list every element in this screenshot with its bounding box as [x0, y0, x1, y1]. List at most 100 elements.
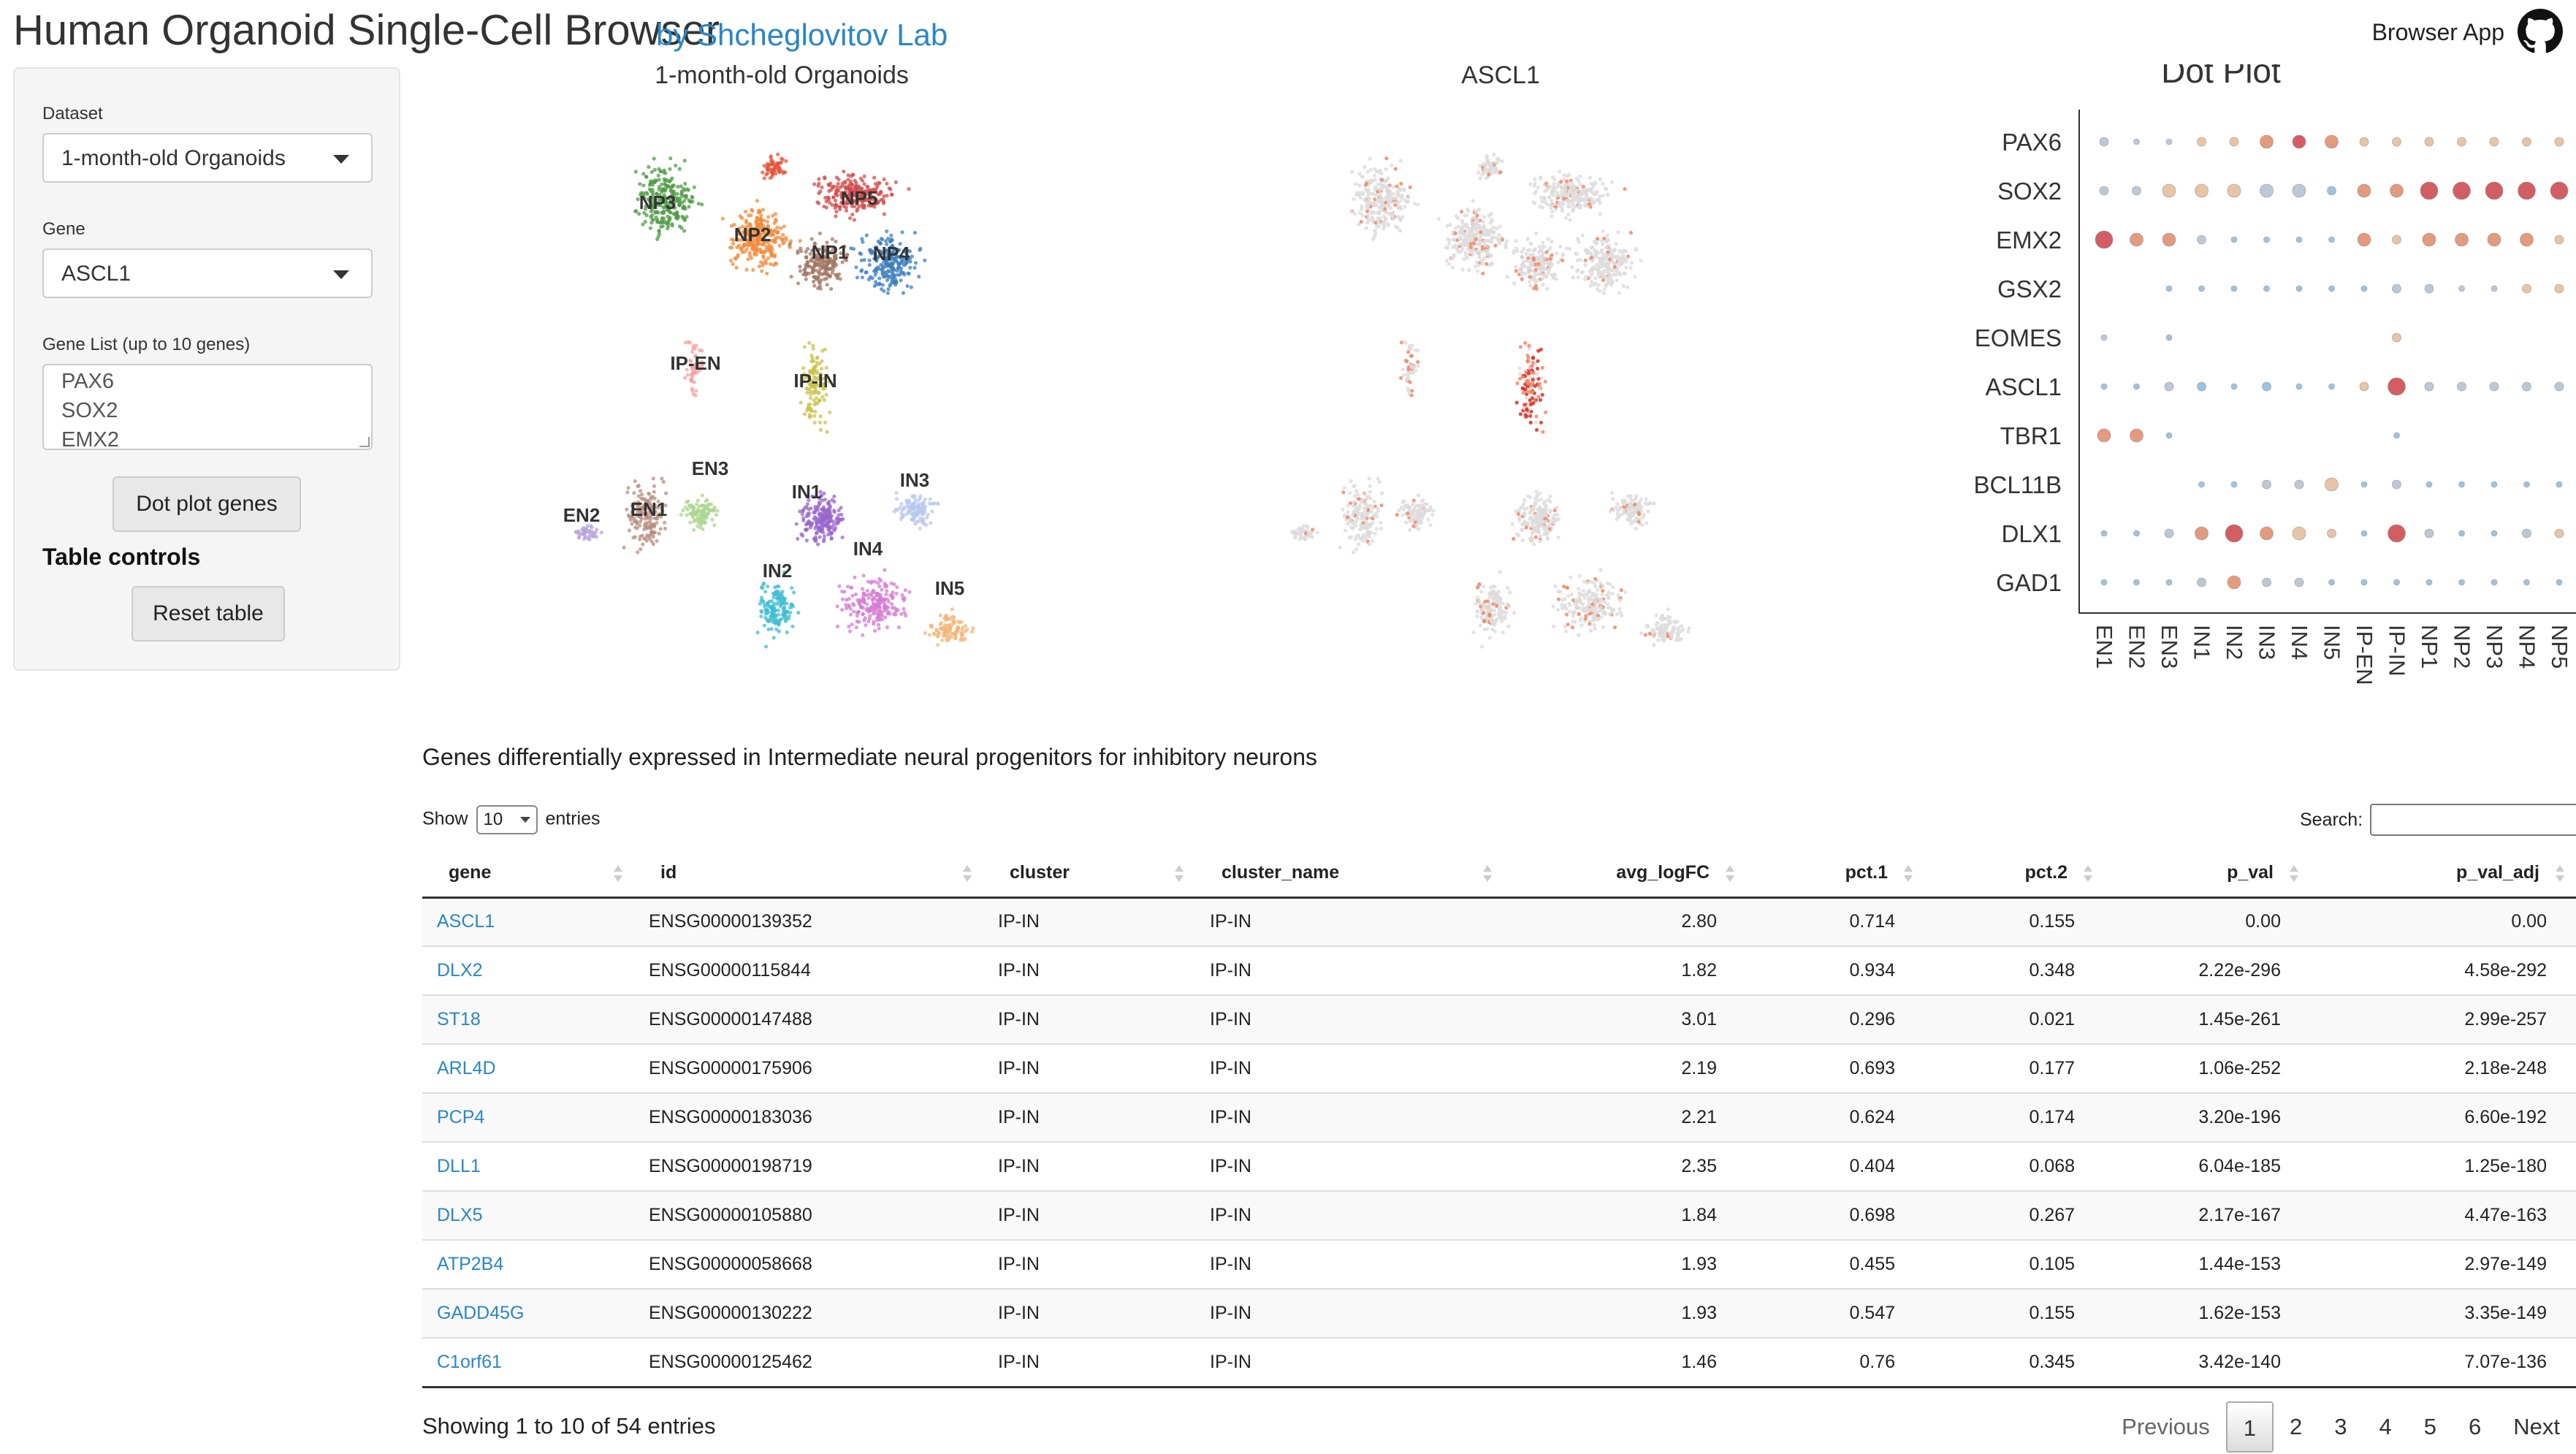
cell-point [1639, 631, 1643, 636]
dot-mark[interactable] [2357, 183, 2371, 198]
dot-mark[interactable] [2424, 137, 2434, 147]
github-icon[interactable] [2518, 9, 2563, 54]
cell-point [849, 585, 853, 590]
dot-mark[interactable] [2522, 137, 2531, 147]
cell-point [1468, 245, 1473, 249]
cell-point [658, 193, 662, 197]
dot-mark[interactable] [2292, 134, 2306, 149]
dot-mark[interactable] [2485, 181, 2504, 200]
cell-point [812, 414, 817, 418]
cell-point [1527, 265, 1531, 270]
cell-point [765, 271, 769, 275]
cell-point [798, 269, 802, 273]
cell-point [763, 604, 767, 609]
gene-expression-plot[interactable] [1271, 124, 1812, 665]
cell-point [906, 248, 910, 253]
cell-point [1445, 224, 1449, 228]
cell-point [1363, 187, 1368, 191]
resize-handle-icon[interactable] [359, 437, 370, 447]
dot-mark[interactable] [2453, 181, 2471, 200]
dot-mark[interactable] [2550, 181, 2569, 200]
dot-mark[interactable] [2359, 137, 2369, 147]
cell-point [677, 167, 682, 171]
dot-mark[interactable] [2390, 183, 2404, 198]
dot-plot-genes-button[interactable]: Dot plot genes [113, 476, 301, 532]
dot-mark[interactable] [2132, 186, 2141, 196]
cell-point [668, 188, 673, 193]
cell-point [859, 604, 864, 609]
dot-mark[interactable] [2195, 183, 2209, 198]
cell-point [744, 247, 749, 251]
cell-point [1560, 189, 1564, 194]
dot-mark[interactable] [2165, 138, 2173, 145]
gene-list-textarea[interactable]: PAX6 SOX2 EMX2 [42, 364, 373, 450]
cell-point [1525, 237, 1530, 241]
cell-point [1525, 259, 1530, 263]
dot-mark[interactable] [2227, 183, 2241, 198]
browser-app-link[interactable]: Browser App [2371, 19, 2504, 45]
dot-mark[interactable] [2229, 137, 2239, 147]
dot-mark[interactable] [2099, 186, 2109, 196]
cell-point [872, 590, 877, 595]
dot-mark[interactable] [2554, 137, 2564, 147]
cell-point [1598, 605, 1603, 609]
cell-point [894, 281, 899, 285]
cell-point [701, 527, 705, 531]
dot-mark[interactable] [2327, 186, 2336, 196]
cell-point [1592, 623, 1596, 627]
cell-point [754, 220, 758, 225]
cell-point [846, 173, 850, 178]
cell-point [872, 175, 877, 180]
cell-point [818, 490, 823, 494]
cell-point [1492, 152, 1496, 156]
cell-point [1558, 244, 1563, 248]
dot-mark[interactable] [2260, 183, 2274, 198]
cell-point [1292, 536, 1297, 540]
cell-point [814, 364, 818, 368]
dot-mark[interactable] [2392, 137, 2401, 147]
dot-mark[interactable] [2197, 137, 2206, 147]
dot-mark[interactable] [2457, 137, 2466, 147]
cell-point [1563, 190, 1568, 194]
cell-point [828, 273, 832, 278]
dot-mark[interactable] [2420, 181, 2439, 200]
gene-select[interactable]: ASCL1 [42, 248, 373, 298]
dot-mark[interactable] [2099, 137, 2109, 147]
cell-point [815, 355, 820, 359]
cell-point [782, 224, 786, 229]
dot-mark[interactable] [2489, 137, 2499, 147]
cell-point [1533, 520, 1538, 525]
cell-point [1485, 154, 1489, 159]
dot-mark[interactable] [2162, 183, 2176, 198]
cell-point [1578, 600, 1582, 604]
cell-point [804, 265, 808, 270]
cell-point [1536, 507, 1540, 511]
cell-point [1401, 500, 1405, 504]
dot-mark[interactable] [2325, 134, 2339, 149]
dot-plot-chart[interactable]: PAX6SOX2EMX2GSX2EOMESASCL1TBR1BCL11BDLX1… [1914, 110, 2576, 694]
cell-point [807, 507, 811, 511]
dot-mark[interactable] [2292, 183, 2306, 198]
dataset-select[interactable]: 1-month-old Organoids [42, 133, 373, 183]
cell-point [1623, 590, 1628, 594]
cell-point [885, 229, 889, 234]
cell-point [1303, 534, 1308, 538]
cell-point [644, 538, 649, 543]
cell-point [1496, 157, 1501, 162]
cell-point [1366, 213, 1371, 218]
cell-point [905, 254, 910, 258]
cell-point [915, 513, 919, 518]
cell-point [1417, 503, 1422, 508]
cell-point [1356, 533, 1360, 538]
cell-point [681, 194, 685, 198]
cell-point [1536, 262, 1541, 267]
dot-mark[interactable] [2518, 181, 2536, 200]
dot-mark[interactable] [2260, 134, 2274, 149]
cell-point [1550, 210, 1555, 214]
lab-link[interactable]: by Shcheglovitov Lab [656, 18, 948, 52]
dot-mark[interactable] [2133, 138, 2140, 145]
reset-table-button[interactable]: Reset table [132, 586, 285, 642]
cell-point [772, 221, 777, 225]
cell-point [1498, 224, 1502, 229]
